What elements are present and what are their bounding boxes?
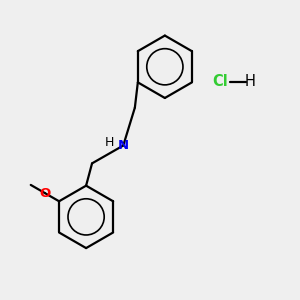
Text: H: H (104, 136, 114, 149)
Text: O: O (39, 187, 50, 200)
Text: N: N (118, 139, 129, 152)
Text: Cl: Cl (212, 74, 228, 89)
Text: H: H (244, 74, 255, 89)
